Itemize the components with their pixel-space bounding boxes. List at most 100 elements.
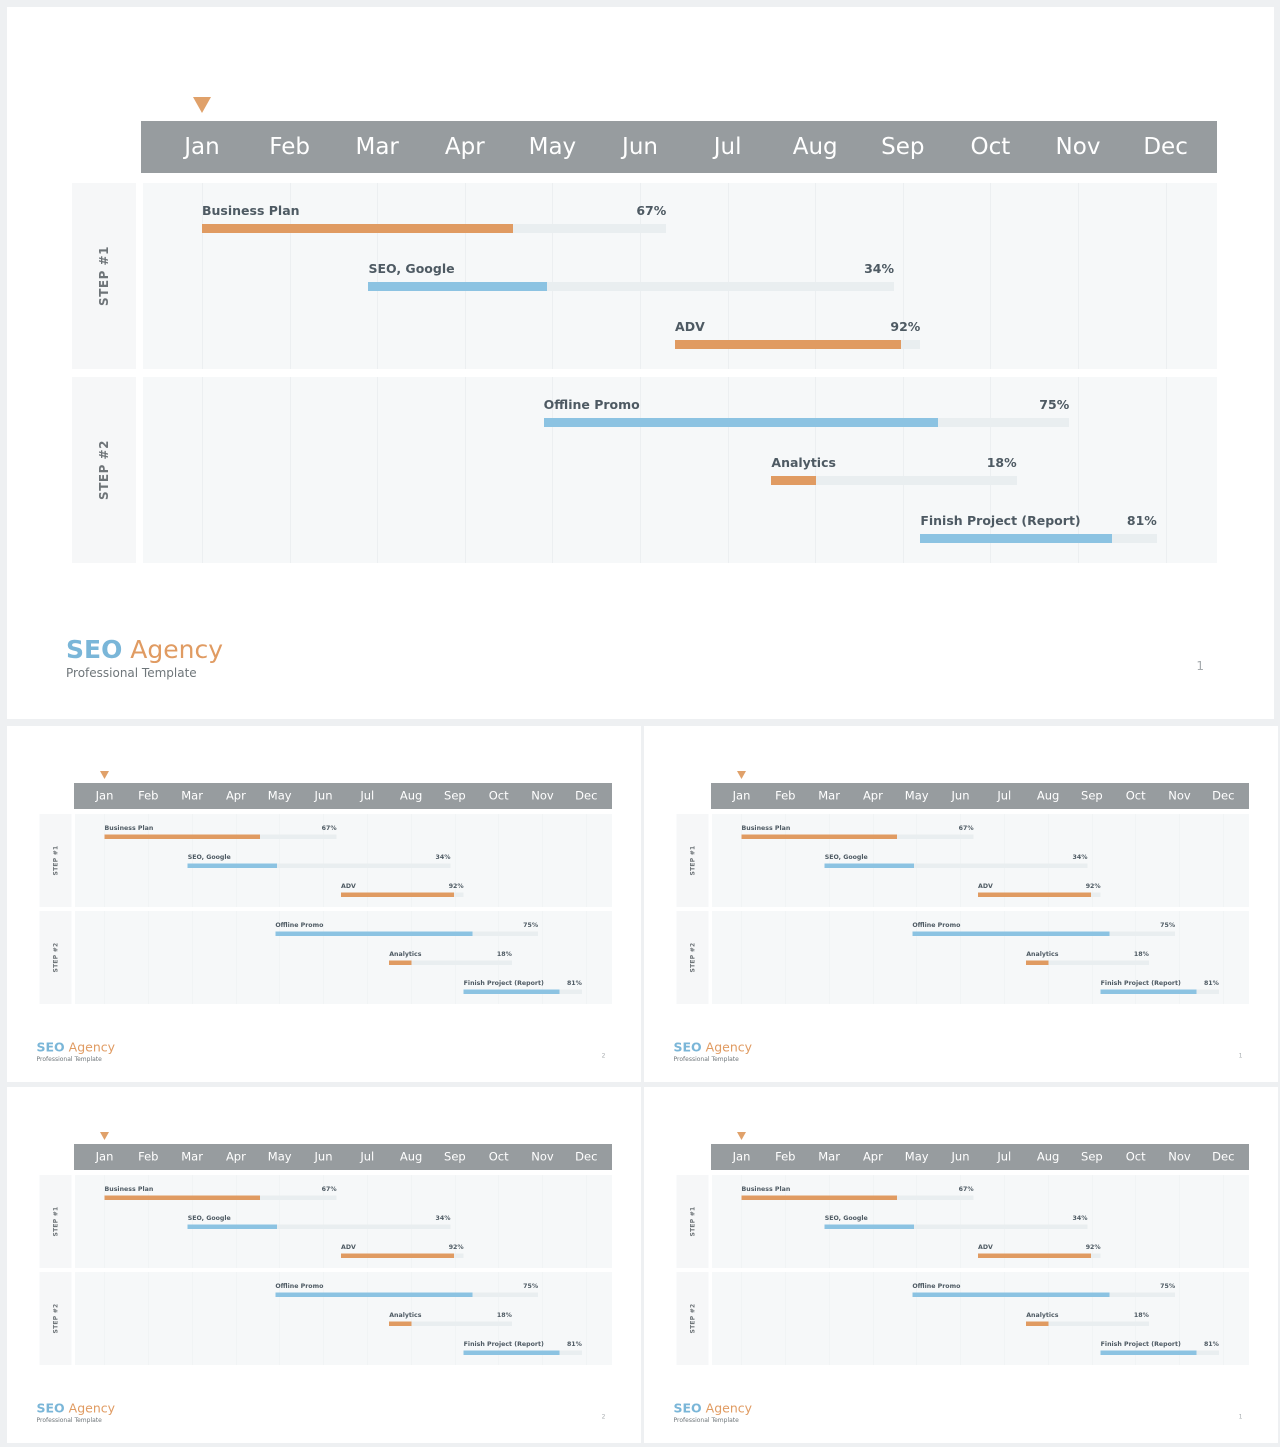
gridline <box>902 377 904 563</box>
step-label-box: STEP #1 <box>676 1175 709 1268</box>
month-label: May <box>904 789 929 803</box>
brand-subtitle: Professional Template <box>36 1055 102 1063</box>
task-progress-bar <box>771 476 816 485</box>
gridline <box>1135 1272 1137 1365</box>
month-label: Jan <box>732 1150 751 1164</box>
task-progress-bar <box>463 989 560 994</box>
step-label: STEP #1 <box>52 845 59 876</box>
task-percent: 92% <box>890 319 921 334</box>
gridline <box>552 377 554 563</box>
task-row: Business Plan 67% <box>202 203 667 243</box>
task-row: Analytics 18% <box>389 1311 512 1331</box>
step-label-box: STEP #2 <box>72 377 136 563</box>
gridline <box>464 377 466 563</box>
task-progress-bar <box>912 931 1110 936</box>
task-progress-bar <box>920 534 1112 543</box>
gridline <box>990 183 992 369</box>
brand-logo: SEO Agency <box>37 1401 116 1416</box>
gridline <box>279 1272 281 1365</box>
month-label: Dec <box>1143 134 1188 160</box>
task-track <box>368 282 895 291</box>
task-name: ADV <box>675 319 705 334</box>
month-label: Jul <box>997 789 1012 803</box>
brand-subtitle: Professional Template <box>36 1416 102 1424</box>
task-row: Analytics 18% <box>389 950 512 970</box>
task-track <box>741 1195 974 1200</box>
month-label: Nov <box>1168 789 1191 803</box>
gridline <box>1091 1272 1093 1365</box>
task-percent: 75% <box>1160 1282 1176 1290</box>
month-label: Dec <box>575 1150 598 1164</box>
month-label: Sep <box>1081 1150 1103 1164</box>
month-header-bar: Jan Feb Mar Apr May Jun Jul Aug Sep Oct Nov Dec <box>711 1144 1249 1170</box>
month-label: Jun <box>951 1150 970 1164</box>
gridline <box>1091 911 1093 1004</box>
task-name: SEO, Google <box>824 853 868 861</box>
gridline <box>192 1175 193 1268</box>
slide-content: Jan Feb Mar Apr May Jun Jul Aug Sep Oct Nov Dec STEP… <box>7 7 1274 719</box>
task-row: Offline Promo 75% <box>912 1282 1176 1302</box>
gridline <box>377 377 379 563</box>
gridline <box>916 814 918 907</box>
slide-content: Jan Feb Mar Apr May Jun Jul Aug Sep Oct Nov Dec STEP… <box>7 1087 641 1443</box>
task-progress-bar <box>368 282 548 291</box>
task-track <box>741 834 974 839</box>
task-track <box>543 418 1070 427</box>
gridline <box>323 911 324 1004</box>
step-label-box: STEP #1 <box>676 814 709 907</box>
step-label-box: STEP #2 <box>39 1272 72 1365</box>
month-label: May <box>904 1150 929 1164</box>
gridline <box>498 814 500 907</box>
gridline <box>377 183 379 369</box>
gridline <box>990 377 992 563</box>
month-label: Nov <box>1168 1150 1191 1164</box>
gridline <box>235 1175 237 1268</box>
task-progress-bar <box>1026 1321 1049 1326</box>
task-progress-bar <box>187 1224 278 1229</box>
month-label: Jan <box>184 134 220 160</box>
month-label: Mar <box>818 1150 840 1164</box>
task-percent: 34% <box>864 261 895 276</box>
gridline <box>727 183 729 369</box>
task-track <box>275 1292 539 1297</box>
gridline <box>1179 911 1180 1004</box>
month-label: Apr <box>862 789 883 803</box>
task-progress-bar <box>1100 989 1197 994</box>
task-row: Analytics 18% <box>1026 950 1149 970</box>
page-number: 2 <box>601 1413 606 1420</box>
task-progress-bar <box>463 1350 560 1355</box>
page-number: 1 <box>1238 1413 1243 1420</box>
task-track <box>389 1321 512 1326</box>
task-track <box>341 892 464 897</box>
task-row: Business Plan 67% <box>741 1185 974 1205</box>
month-label: Jul <box>360 1150 375 1164</box>
task-row: Offline Promo 75% <box>275 921 539 941</box>
month-label: Apr <box>444 134 485 160</box>
gridline <box>104 911 105 1004</box>
task-progress-bar <box>389 1321 412 1326</box>
task-name: Analytics <box>771 455 836 470</box>
task-percent: 18% <box>986 455 1017 470</box>
month-header-bar: Jan Feb Mar Apr May Jun Jul Aug Sep Oct Nov Dec <box>74 783 612 809</box>
step-label: STEP #2 <box>52 942 59 973</box>
gridline <box>104 1272 105 1365</box>
month-label: Dec <box>1212 1150 1235 1164</box>
task-name: ADV <box>978 1243 993 1251</box>
gridline <box>829 814 830 907</box>
month-label: Feb <box>138 1150 159 1164</box>
task-progress-bar <box>187 863 278 868</box>
task-percent: 81% <box>1203 979 1219 987</box>
gridline <box>741 1272 742 1365</box>
month-label: Sep <box>881 134 925 160</box>
month-label: Jul <box>997 1150 1012 1164</box>
step-area: Business Plan 67% SEO, Google 34% ADV 92% <box>712 1175 1249 1268</box>
gridline <box>785 1272 786 1365</box>
task-track <box>912 931 1176 936</box>
task-row: Finish Project (Report) 81% <box>463 979 582 999</box>
slide-content: Jan Feb Mar Apr May Jun Jul Aug Sep Oct Nov Dec STEP… <box>644 726 1278 1082</box>
month-label: Mar <box>181 789 203 803</box>
month-label: Feb <box>269 134 310 160</box>
gridline <box>1135 1175 1137 1268</box>
month-label: Dec <box>575 789 598 803</box>
task-row: SEO, Google 34% <box>368 261 895 301</box>
